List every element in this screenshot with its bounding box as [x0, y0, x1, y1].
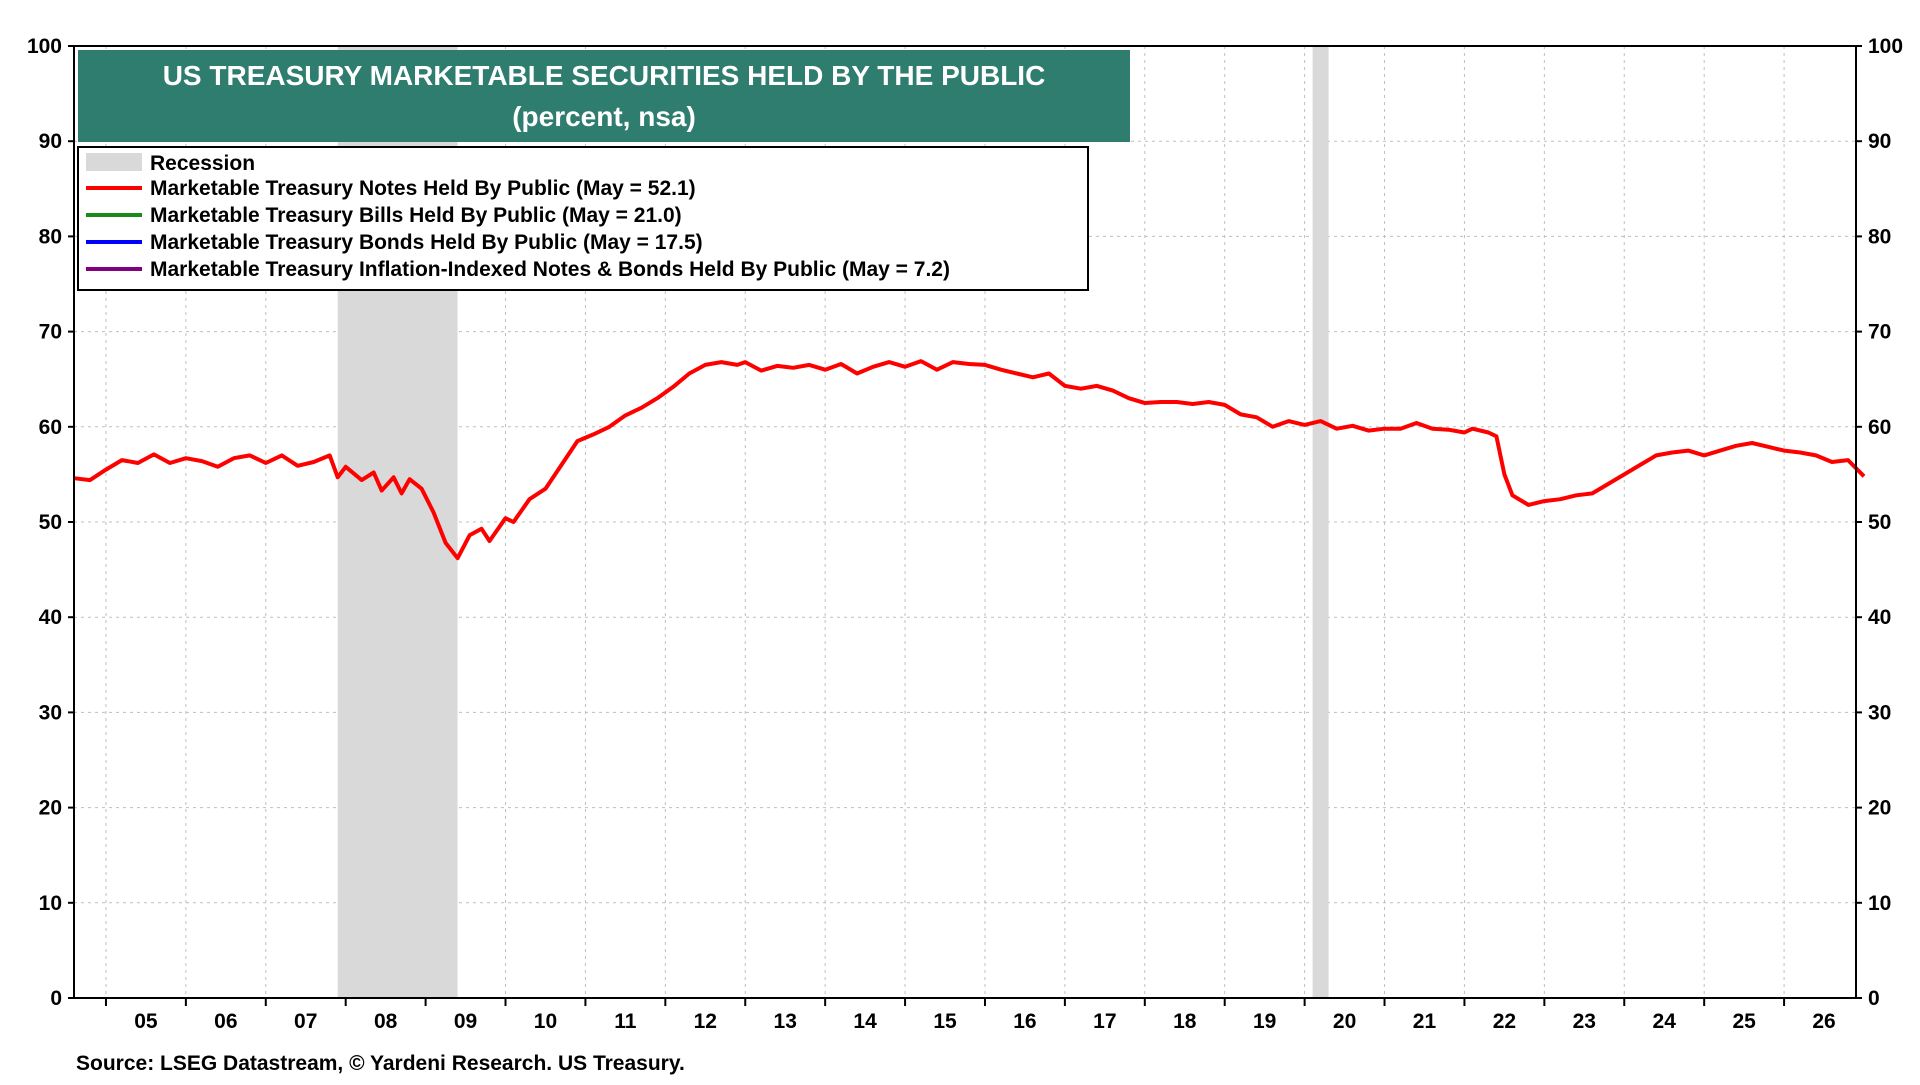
- x-tick-label: 06: [214, 1010, 237, 1033]
- x-tick-label: 07: [294, 1010, 317, 1033]
- y-tick-label-left: 0: [50, 987, 62, 1010]
- y-tick-label-right: 60: [1868, 416, 1891, 439]
- y-tick-label-left: 50: [39, 511, 62, 534]
- x-tick-label: 25: [1732, 1010, 1756, 1033]
- y-tick-label-left: 80: [39, 225, 62, 248]
- y-tick-label-left: 20: [39, 797, 62, 820]
- legend-swatch-recession: [86, 153, 142, 171]
- y-tick-label-left: 40: [39, 606, 62, 629]
- x-tick-label: 26: [1812, 1010, 1835, 1033]
- legend-label-2: Marketable Treasury Bills Held By Public…: [150, 204, 682, 227]
- series-lines: [73, 359, 1866, 561]
- x-tick-label: 24: [1653, 1010, 1677, 1033]
- y-tick-label-right: 30: [1868, 701, 1891, 724]
- y-tick-label-right: 70: [1868, 321, 1891, 344]
- y-tick-label-right: 40: [1868, 606, 1891, 629]
- x-tick-label: 16: [1013, 1010, 1036, 1033]
- axis-ticks: 0 0 10 10 20 20 30 30 40 40 50 50 60 60 70 70 80 80 90 90 10…: [27, 35, 1903, 1033]
- y-tick-label-right: 100: [1868, 35, 1903, 58]
- x-tick-label: 20: [1333, 1010, 1356, 1033]
- x-tick-label: 05: [134, 1010, 158, 1033]
- x-tick-label: 09: [454, 1010, 477, 1033]
- x-tick-label: 18: [1173, 1010, 1197, 1033]
- y-tick-label-left: 60: [39, 416, 62, 439]
- x-tick-label: 22: [1493, 1010, 1516, 1033]
- x-tick-label: 12: [694, 1010, 717, 1033]
- x-tick-label: 08: [374, 1010, 398, 1033]
- chart-title: US TREASURY MARKETABLE SECURITIES HELD B…: [163, 60, 1046, 91]
- series-line-1: [73, 359, 1866, 561]
- x-tick-label: 17: [1093, 1010, 1116, 1033]
- x-tick-label: 10: [534, 1010, 557, 1033]
- legend-label-1: Marketable Treasury Notes Held By Public…: [150, 177, 696, 200]
- x-tick-label: 14: [853, 1010, 877, 1033]
- legend-label-3: Marketable Treasury Bonds Held By Public…: [150, 231, 703, 254]
- y-tick-label-right: 10: [1868, 892, 1891, 915]
- chart-subtitle: (percent, nsa): [512, 101, 696, 132]
- title-box: US TREASURY MARKETABLE SECURITIES HELD B…: [78, 50, 1130, 142]
- legend-label-4: Marketable Treasury Inflation-Indexed No…: [150, 258, 950, 281]
- x-tick-label: 23: [1573, 1010, 1596, 1033]
- x-tick-label: 13: [774, 1010, 797, 1033]
- y-tick-label-left: 100: [27, 35, 62, 58]
- y-tick-label-right: 90: [1868, 130, 1891, 153]
- source-note: Source: LSEG Datastream, © Yardeni Resea…: [76, 1052, 685, 1075]
- y-tick-label-right: 50: [1868, 511, 1891, 534]
- x-tick-label: 11: [614, 1010, 637, 1033]
- y-tick-label-right: 80: [1868, 225, 1891, 248]
- legend: Recession Marketable Treasury Notes Held…: [77, 146, 1089, 291]
- x-tick-label: 19: [1253, 1010, 1276, 1033]
- legend-label-recession: Recession: [150, 152, 255, 175]
- recession-band: [1312, 46, 1329, 998]
- y-tick-label-left: 30: [39, 701, 62, 724]
- y-tick-label-left: 70: [39, 321, 62, 344]
- y-tick-label-right: 0: [1868, 987, 1880, 1010]
- y-tick-label-right: 20: [1868, 797, 1891, 820]
- y-tick-label-left: 10: [39, 892, 62, 915]
- x-tick-label: 15: [933, 1010, 957, 1033]
- x-tick-label: 21: [1413, 1010, 1437, 1033]
- y-tick-label-left: 90: [39, 130, 62, 153]
